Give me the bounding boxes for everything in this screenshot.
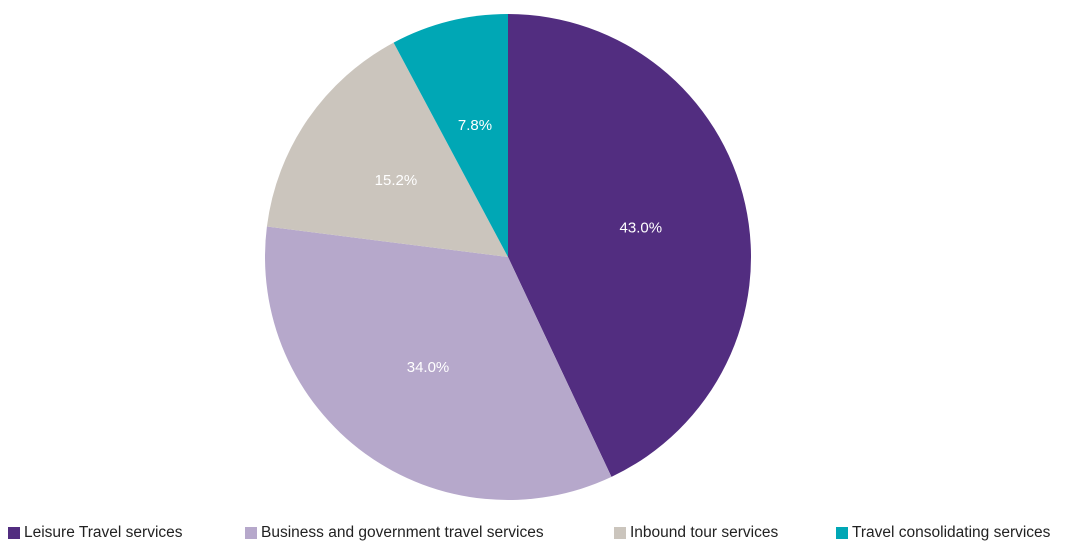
pie-chart: 43.0% 34.0% 15.2% 7.8% bbox=[265, 13, 751, 501]
pie-data-labels: 43.0% 34.0% 15.2% 7.8% bbox=[375, 117, 662, 376]
chart-legend: Leisure Travel services Business and gov… bbox=[8, 524, 1075, 544]
legend-swatch-business bbox=[245, 527, 257, 539]
legend-swatch-inbound bbox=[614, 527, 626, 539]
legend-label-leisure: Leisure Travel services bbox=[24, 524, 183, 541]
legend-label-inbound: Inbound tour services bbox=[630, 524, 779, 541]
legend-swatch-leisure bbox=[8, 527, 20, 539]
legend-item-inbound: Inbound tour services bbox=[614, 524, 778, 542]
pie-slice-leisure bbox=[508, 14, 751, 477]
legend-label-consolidating: Travel consolidating services bbox=[852, 524, 1051, 541]
data-label-inbound: 15.2% bbox=[375, 172, 418, 189]
legend-item-leisure: Leisure Travel services bbox=[8, 524, 183, 542]
legend-item-business: Business and government travel services bbox=[245, 524, 544, 542]
data-label-consolidating: 7.8% bbox=[458, 117, 492, 134]
pie-slice-business bbox=[265, 226, 612, 501]
data-label-business: 34.0% bbox=[407, 359, 450, 376]
pie-slices bbox=[265, 13, 751, 501]
pie-slice-inbound bbox=[266, 42, 508, 257]
legend-item-consolidating: Travel consolidating services bbox=[836, 524, 1050, 542]
data-label-leisure: 43.0% bbox=[620, 219, 663, 236]
legend-label-business: Business and government travel services bbox=[261, 524, 544, 541]
legend-swatch-consolidating bbox=[836, 527, 848, 539]
pie-slice-consolidating bbox=[393, 13, 508, 257]
